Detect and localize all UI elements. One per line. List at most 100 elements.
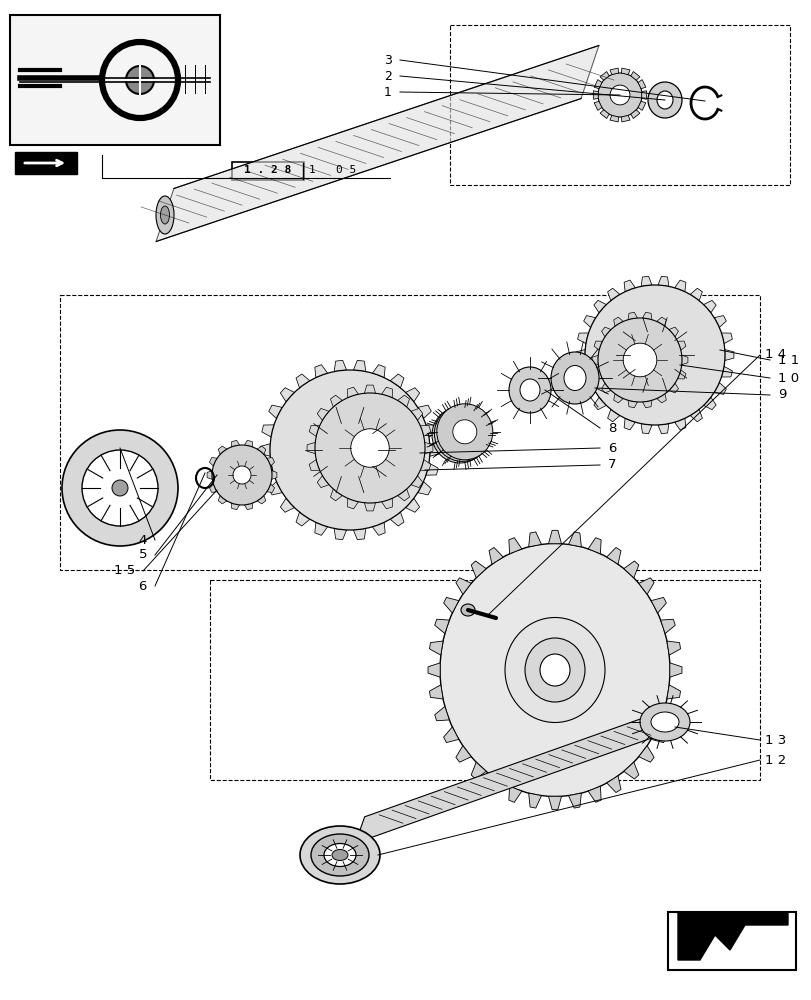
Ellipse shape — [508, 367, 551, 413]
Polygon shape — [420, 425, 431, 436]
Polygon shape — [656, 317, 666, 326]
Ellipse shape — [551, 352, 599, 404]
Polygon shape — [410, 408, 423, 420]
Polygon shape — [676, 341, 685, 350]
Polygon shape — [599, 72, 608, 80]
Polygon shape — [650, 597, 666, 613]
Ellipse shape — [161, 206, 169, 224]
Polygon shape — [443, 597, 458, 613]
Polygon shape — [315, 365, 327, 378]
Polygon shape — [381, 498, 392, 509]
Polygon shape — [637, 101, 645, 110]
Polygon shape — [547, 796, 561, 810]
Polygon shape — [420, 460, 431, 471]
Polygon shape — [261, 425, 274, 437]
Polygon shape — [528, 793, 541, 808]
Polygon shape — [674, 418, 685, 430]
Polygon shape — [260, 444, 270, 456]
Polygon shape — [587, 786, 600, 802]
Polygon shape — [677, 912, 787, 960]
FancyBboxPatch shape — [232, 162, 303, 180]
Circle shape — [434, 405, 490, 461]
Polygon shape — [638, 578, 654, 594]
Text: 2: 2 — [384, 70, 392, 83]
Circle shape — [350, 429, 388, 467]
Polygon shape — [389, 512, 404, 526]
Text: 5: 5 — [139, 548, 147, 562]
Polygon shape — [720, 333, 732, 344]
Polygon shape — [642, 312, 651, 320]
Text: 6: 6 — [607, 442, 616, 454]
Ellipse shape — [324, 843, 355, 866]
Circle shape — [436, 404, 492, 460]
Polygon shape — [702, 300, 715, 313]
Polygon shape — [641, 424, 651, 434]
Circle shape — [233, 466, 251, 484]
Polygon shape — [244, 440, 252, 447]
Polygon shape — [455, 578, 470, 594]
Circle shape — [322, 422, 378, 478]
Polygon shape — [372, 522, 384, 535]
Polygon shape — [606, 547, 620, 564]
Polygon shape — [470, 762, 486, 779]
Polygon shape — [429, 444, 440, 456]
Polygon shape — [353, 528, 366, 540]
Polygon shape — [627, 312, 637, 320]
Polygon shape — [364, 503, 375, 511]
Text: 1 3: 1 3 — [764, 733, 785, 746]
Polygon shape — [609, 115, 618, 122]
Ellipse shape — [156, 196, 174, 234]
Polygon shape — [508, 786, 521, 802]
Polygon shape — [657, 424, 668, 434]
Ellipse shape — [332, 849, 348, 860]
Polygon shape — [267, 484, 274, 492]
Polygon shape — [528, 532, 541, 547]
Circle shape — [82, 450, 158, 526]
Circle shape — [126, 66, 154, 94]
Polygon shape — [429, 641, 443, 655]
Circle shape — [112, 480, 128, 496]
Polygon shape — [547, 530, 561, 544]
Text: 4: 4 — [139, 534, 147, 546]
Polygon shape — [689, 409, 702, 422]
Polygon shape — [455, 746, 470, 762]
Polygon shape — [593, 300, 606, 313]
Text: 1 . 2 8: 1 . 2 8 — [244, 165, 291, 175]
Circle shape — [315, 393, 424, 503]
Ellipse shape — [461, 604, 474, 616]
Polygon shape — [231, 503, 239, 510]
Circle shape — [212, 445, 272, 505]
Polygon shape — [568, 793, 581, 808]
Polygon shape — [630, 110, 639, 118]
Polygon shape — [257, 446, 265, 455]
Circle shape — [270, 370, 430, 530]
Polygon shape — [268, 482, 282, 495]
Circle shape — [597, 318, 681, 402]
Polygon shape — [381, 387, 392, 398]
Polygon shape — [599, 110, 608, 118]
Polygon shape — [427, 663, 440, 677]
Polygon shape — [267, 458, 274, 466]
Polygon shape — [627, 400, 637, 408]
Text: 9: 9 — [777, 388, 785, 401]
Text: 1: 1 — [384, 86, 392, 99]
Polygon shape — [334, 360, 346, 372]
Polygon shape — [630, 72, 639, 80]
Polygon shape — [642, 400, 651, 408]
Polygon shape — [309, 460, 320, 471]
Polygon shape — [607, 409, 619, 422]
Polygon shape — [347, 498, 358, 509]
Polygon shape — [218, 495, 226, 504]
Polygon shape — [601, 383, 611, 393]
Ellipse shape — [650, 712, 678, 732]
Polygon shape — [434, 706, 448, 721]
Polygon shape — [594, 101, 601, 110]
Polygon shape — [720, 366, 732, 377]
Polygon shape — [641, 91, 646, 99]
Polygon shape — [594, 80, 601, 89]
Polygon shape — [470, 561, 486, 578]
Polygon shape — [397, 395, 409, 407]
Polygon shape — [355, 707, 674, 843]
Polygon shape — [620, 115, 629, 122]
Polygon shape — [261, 463, 274, 475]
